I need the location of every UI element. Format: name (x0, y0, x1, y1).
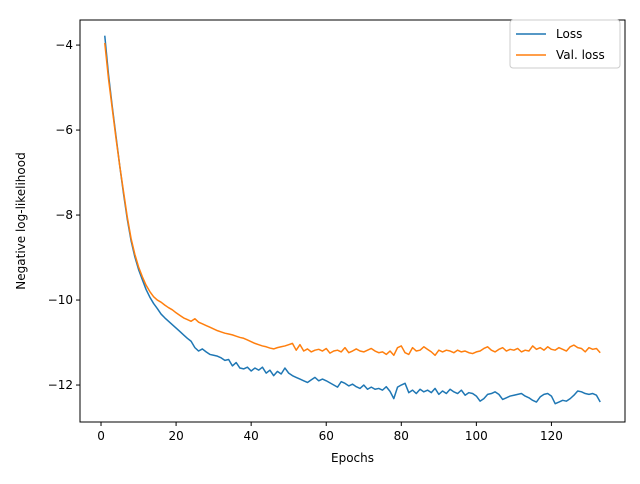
y-tick-label: −6 (55, 123, 73, 137)
x-tick-label: 20 (168, 429, 183, 443)
series-line-loss (104, 35, 601, 405)
plot-frame (79, 19, 626, 423)
series-layer (104, 35, 601, 405)
y-axis-label: Negative log-likelihood (14, 152, 28, 289)
x-tick-label: 40 (244, 429, 259, 443)
y-axis-ticks: −4 −6 −8 −10 −12 (48, 38, 80, 392)
legend-label-loss: Loss (556, 27, 582, 41)
x-axis-ticks: 0 20 40 60 80 100 120 (97, 422, 563, 443)
legend-label-val-loss: Val. loss (556, 48, 605, 62)
y-tick-label: −8 (55, 208, 73, 222)
legend: Loss Val. loss (509, 19, 621, 69)
x-tick-label: 80 (394, 429, 409, 443)
legend-frame (509, 19, 621, 69)
y-tick-label: −12 (48, 378, 73, 392)
x-tick-label: 0 (97, 429, 105, 443)
y-tick-label: −4 (55, 38, 73, 52)
series-line-val-loss (104, 42, 601, 357)
x-tick-label: 120 (540, 429, 563, 443)
x-axis-label: Epochs (331, 451, 374, 465)
x-tick-label: 100 (465, 429, 488, 443)
y-tick-label: −10 (48, 293, 73, 307)
x-tick-label: 60 (319, 429, 334, 443)
